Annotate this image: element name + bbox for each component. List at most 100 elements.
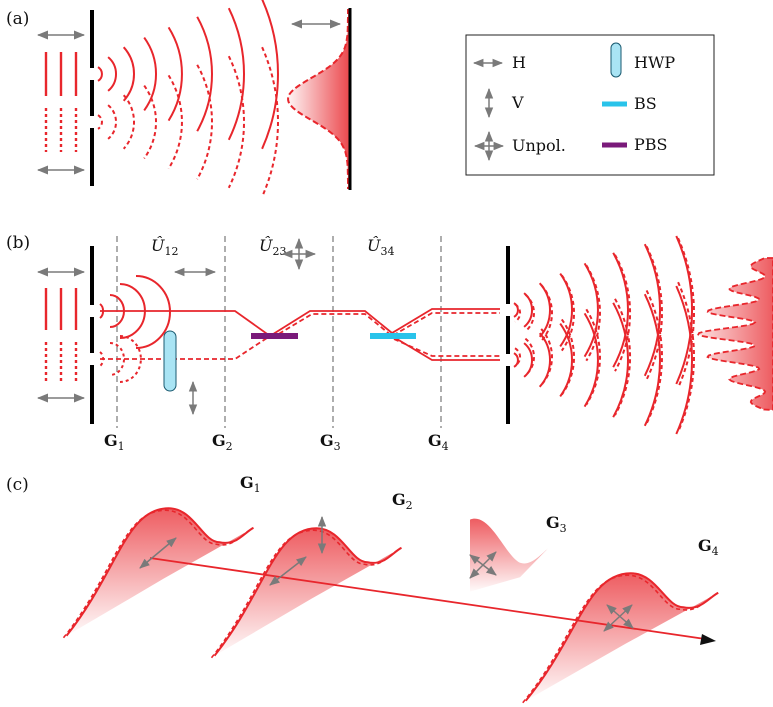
diagonal-arrow-icon <box>606 604 634 629</box>
wavefront-arc <box>261 46 279 198</box>
hwp-icon <box>610 42 622 78</box>
wavefront-arc <box>261 0 279 150</box>
plane-label-g3: G3 <box>320 431 341 453</box>
packet-fill <box>525 573 719 701</box>
wavefront-arc <box>585 308 601 406</box>
wavefront-arc <box>122 94 136 150</box>
legend-v: V <box>511 93 524 112</box>
wavefront-arc <box>524 337 535 377</box>
legend-bs: BS <box>634 94 657 113</box>
legend-hwp: HWP <box>634 53 675 72</box>
operator-u34: Û34 <box>367 235 394 258</box>
diffraction-wavefronts-b <box>513 235 695 435</box>
wavefront-arc <box>227 55 246 189</box>
intensity-profile-a <box>287 9 351 189</box>
axis-arrowhead-icon <box>700 634 716 645</box>
wavefront-arc <box>614 298 632 416</box>
wavefront-arc <box>675 285 694 435</box>
plane-labels-b: G1 G2 G3 G4 <box>104 431 449 453</box>
wavefront-arc <box>122 46 136 102</box>
interference-pattern-b <box>697 257 773 411</box>
diagonal-arrow-icon <box>269 556 307 586</box>
panel-b-label: (b) <box>6 233 30 253</box>
wavefront-arc <box>677 237 695 389</box>
beam-lower-out-dashed <box>393 338 500 357</box>
wavefront-arc <box>524 293 535 333</box>
legend: H V Unpol. HWP BS PBS <box>465 34 715 176</box>
wavefront-arc <box>143 37 158 111</box>
legend-pbs: PBS <box>634 135 667 154</box>
wavefront-arc <box>645 289 663 425</box>
wavefront-arc <box>107 104 118 140</box>
unpolarized-arrow-icon <box>281 237 317 271</box>
wavefront-arc <box>585 264 601 362</box>
panel-c-label: (c) <box>6 475 29 495</box>
packet-outline-dashed <box>522 574 716 704</box>
packet-fill <box>470 518 548 592</box>
packet-outline <box>65 507 254 637</box>
wavefront-arc <box>645 245 663 381</box>
wavefront-arc <box>196 16 213 132</box>
wavefront-arc <box>677 281 695 433</box>
panel-a-label: (a) <box>6 9 29 29</box>
wavefront-arc <box>612 302 629 418</box>
wave-packet <box>522 572 719 704</box>
diffraction-wavefronts-a <box>97 0 279 198</box>
operator-u23: Û23 <box>259 235 286 258</box>
diagonal-arrow-icon <box>469 554 497 576</box>
wavefront-arc <box>523 342 534 378</box>
wavefront-arc <box>540 284 553 342</box>
beam-lower-out <box>391 335 500 361</box>
wave-packet <box>470 518 548 592</box>
plane-wavefronts-a <box>44 52 78 152</box>
wavefront-arc <box>227 7 246 141</box>
wave-packet <box>62 507 254 639</box>
plane-label-g2: G2 <box>212 431 233 453</box>
wave-packets <box>62 507 719 704</box>
plane-label-g4: G4 <box>428 431 449 453</box>
packet-label-g2: G2 <box>392 490 413 512</box>
slit-wavelets-b <box>99 275 171 383</box>
wavefront-arc <box>523 292 534 328</box>
wavefront-arc <box>559 273 574 347</box>
legend-h: H <box>512 53 526 72</box>
half-wave-plate <box>163 330 177 392</box>
wavefront-arc <box>643 293 662 427</box>
wavefront-arc <box>643 243 662 377</box>
packet-fill <box>214 528 402 656</box>
wavefront-arc <box>540 328 553 386</box>
packet-fill <box>66 508 254 636</box>
packet-outline <box>213 527 402 657</box>
wavefront-arc <box>513 352 519 368</box>
wavefront-arc <box>167 74 183 170</box>
upper-beam <box>100 310 271 337</box>
legend-unpol: Unpol. <box>512 136 566 155</box>
wavefront-arc <box>143 85 158 159</box>
wavefront-arc <box>514 347 522 367</box>
wavefront-arc <box>97 66 103 82</box>
packet-label-g4: G4 <box>698 536 719 558</box>
wavefront-arc <box>97 114 103 130</box>
wavefront-arc <box>560 274 575 352</box>
plane-labels-c: G1 G2 G3 G4 <box>240 473 719 558</box>
wavefront-arc <box>167 26 183 122</box>
packet-outline-dashed <box>210 529 399 659</box>
beam-upper-out <box>269 308 500 337</box>
guide-planes <box>116 236 442 428</box>
operator-u12: Û12 <box>151 235 178 258</box>
wavefront-arc <box>196 64 213 180</box>
packet-label-g1: G1 <box>240 473 261 495</box>
wavefront-arc <box>612 252 629 368</box>
wavefront-arc <box>107 56 118 92</box>
wavefront-arc <box>513 302 519 318</box>
wavefront-arc <box>675 235 694 385</box>
wavefront-arc <box>514 303 522 323</box>
lower-beam <box>100 335 271 360</box>
unpolarized-arrow-icon <box>473 130 505 162</box>
packet-label-g3: G3 <box>546 513 567 535</box>
wave-packet <box>210 527 402 659</box>
wavefront-arc <box>614 254 632 372</box>
beam-paths <box>100 308 500 361</box>
plane-wavefronts-b <box>44 288 78 384</box>
